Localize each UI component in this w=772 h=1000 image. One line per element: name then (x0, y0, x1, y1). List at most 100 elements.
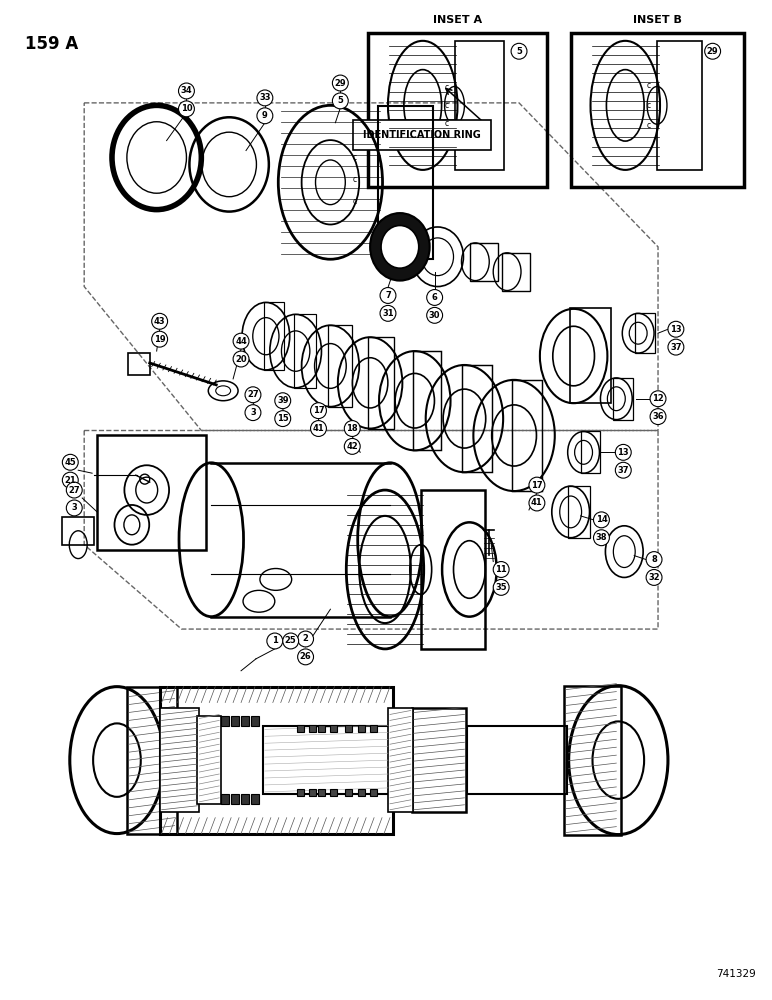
Text: c: c (647, 121, 651, 130)
Bar (467, 726, 567, 794)
Text: 30: 30 (429, 311, 440, 320)
Bar (231, 794, 239, 804)
Text: 42: 42 (347, 442, 358, 451)
Text: 741329: 741329 (716, 969, 755, 979)
Text: 5: 5 (516, 47, 522, 56)
Bar (330, 789, 337, 796)
Text: 159 A: 159 A (25, 35, 78, 53)
Bar (345, 789, 352, 796)
Bar (241, 794, 249, 804)
Bar (462, 365, 493, 472)
Bar (657, 41, 702, 170)
Text: 7: 7 (385, 291, 391, 300)
Bar (581, 431, 601, 473)
Text: 8: 8 (651, 555, 657, 564)
Circle shape (275, 393, 291, 409)
Bar (296, 725, 303, 732)
Circle shape (427, 290, 442, 305)
Bar (231, 716, 239, 726)
Bar (567, 486, 590, 538)
Bar (222, 794, 229, 804)
Circle shape (298, 631, 313, 647)
Circle shape (333, 93, 348, 109)
Circle shape (344, 438, 361, 454)
Text: INSET A: INSET A (433, 15, 482, 25)
Bar (358, 725, 365, 732)
Circle shape (594, 512, 609, 528)
Bar (370, 725, 377, 732)
Text: c: c (445, 101, 449, 110)
Bar (570, 308, 611, 403)
Circle shape (493, 579, 509, 595)
Text: 21: 21 (64, 476, 76, 485)
Text: 3: 3 (250, 408, 256, 417)
Circle shape (298, 649, 313, 665)
Bar (571, 33, 744, 187)
Bar (328, 325, 352, 407)
Circle shape (615, 444, 631, 460)
Bar (198, 716, 222, 804)
Text: 17: 17 (531, 481, 543, 490)
Text: 17: 17 (313, 406, 324, 415)
Text: 3: 3 (71, 503, 77, 512)
Text: 5: 5 (337, 96, 344, 105)
Text: 37: 37 (670, 343, 682, 352)
Circle shape (615, 462, 631, 478)
Bar (368, 33, 547, 187)
Circle shape (705, 43, 720, 59)
Text: 29: 29 (707, 47, 719, 56)
Text: c: c (445, 83, 449, 92)
Circle shape (650, 409, 666, 425)
Text: 19: 19 (154, 335, 165, 344)
Circle shape (245, 387, 261, 403)
Text: c: c (352, 153, 357, 162)
Bar (296, 789, 303, 796)
Text: 29: 29 (334, 79, 346, 88)
Ellipse shape (381, 225, 418, 268)
Text: 20: 20 (235, 355, 247, 364)
Circle shape (257, 90, 273, 106)
Circle shape (529, 495, 545, 511)
Circle shape (66, 500, 82, 516)
Circle shape (594, 530, 609, 546)
Text: 6: 6 (432, 293, 438, 302)
Text: 44: 44 (235, 337, 247, 346)
Circle shape (310, 421, 327, 436)
Circle shape (646, 552, 662, 568)
Bar (309, 789, 316, 796)
Text: c: c (352, 197, 357, 206)
Ellipse shape (370, 213, 430, 281)
Bar (63, 517, 94, 545)
Bar (222, 716, 229, 726)
Text: 35: 35 (496, 583, 507, 592)
Circle shape (310, 403, 327, 419)
Bar (97, 435, 206, 550)
Circle shape (267, 633, 283, 649)
Circle shape (283, 633, 299, 649)
Text: c: c (647, 101, 651, 110)
Circle shape (380, 288, 396, 303)
Circle shape (427, 307, 442, 323)
Circle shape (257, 108, 273, 124)
Text: 31: 31 (382, 309, 394, 318)
Circle shape (646, 569, 662, 585)
Circle shape (650, 391, 666, 407)
Circle shape (668, 321, 684, 337)
Bar (264, 302, 284, 370)
Text: 13: 13 (670, 325, 682, 334)
Text: 27: 27 (247, 390, 259, 399)
Text: IDENTIFICATION RING: IDENTIFICATION RING (363, 130, 481, 140)
Bar (309, 725, 316, 732)
Bar (470, 243, 498, 281)
Bar (293, 314, 316, 388)
Text: 9: 9 (262, 111, 268, 120)
Circle shape (344, 421, 361, 436)
Circle shape (511, 43, 527, 59)
Text: 27: 27 (69, 486, 80, 495)
Circle shape (529, 477, 545, 493)
Text: 32: 32 (648, 573, 660, 582)
Bar (564, 686, 621, 835)
Text: 10: 10 (181, 104, 192, 113)
Text: 11: 11 (496, 565, 507, 574)
Text: 38: 38 (596, 533, 608, 542)
